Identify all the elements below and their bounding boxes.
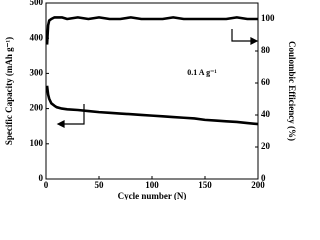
x-tick-label: 200 xyxy=(251,180,265,190)
x-tick-label: 0 xyxy=(44,180,49,190)
x-tick-label: 100 xyxy=(145,180,159,190)
y2-tick-label: 100 xyxy=(261,13,275,23)
y-tick-label: 0 xyxy=(39,173,44,183)
x-tick-label: 150 xyxy=(198,180,212,190)
y-tick-label: 200 xyxy=(30,103,44,113)
y2-tick-label: 40 xyxy=(261,109,271,119)
data-line xyxy=(45,16,258,45)
chart: Specific Capacity (mAh g⁻¹) Coulombic Ef… xyxy=(4,0,297,200)
y2-tick-label: 0 xyxy=(261,173,266,183)
y-axis-title: Specific Capacity (mAh g⁻¹) xyxy=(4,37,14,145)
y-tick-label: 500 xyxy=(30,0,44,7)
data-line xyxy=(45,85,259,126)
y-tick-label: 400 xyxy=(30,32,44,42)
x-axis-title: Cycle number (N) xyxy=(118,191,187,200)
right-arrow xyxy=(231,29,259,45)
y-tick-label: 100 xyxy=(30,138,44,148)
y2-axis-title: Coulombic Efficiency (%) xyxy=(287,41,297,141)
y2-tick-label: 80 xyxy=(261,45,271,55)
y2-tick-label: 60 xyxy=(261,77,271,87)
plot-frame xyxy=(45,2,259,180)
page: Specific Capacity (mAh g⁻¹) Coulombic Ef… xyxy=(4,0,297,200)
x-tick-label: 50 xyxy=(95,180,105,190)
y-tick-label: 300 xyxy=(30,67,44,77)
annotation: 0.1 A g⁻¹ xyxy=(187,68,217,77)
y2-tick-label: 20 xyxy=(261,141,271,151)
